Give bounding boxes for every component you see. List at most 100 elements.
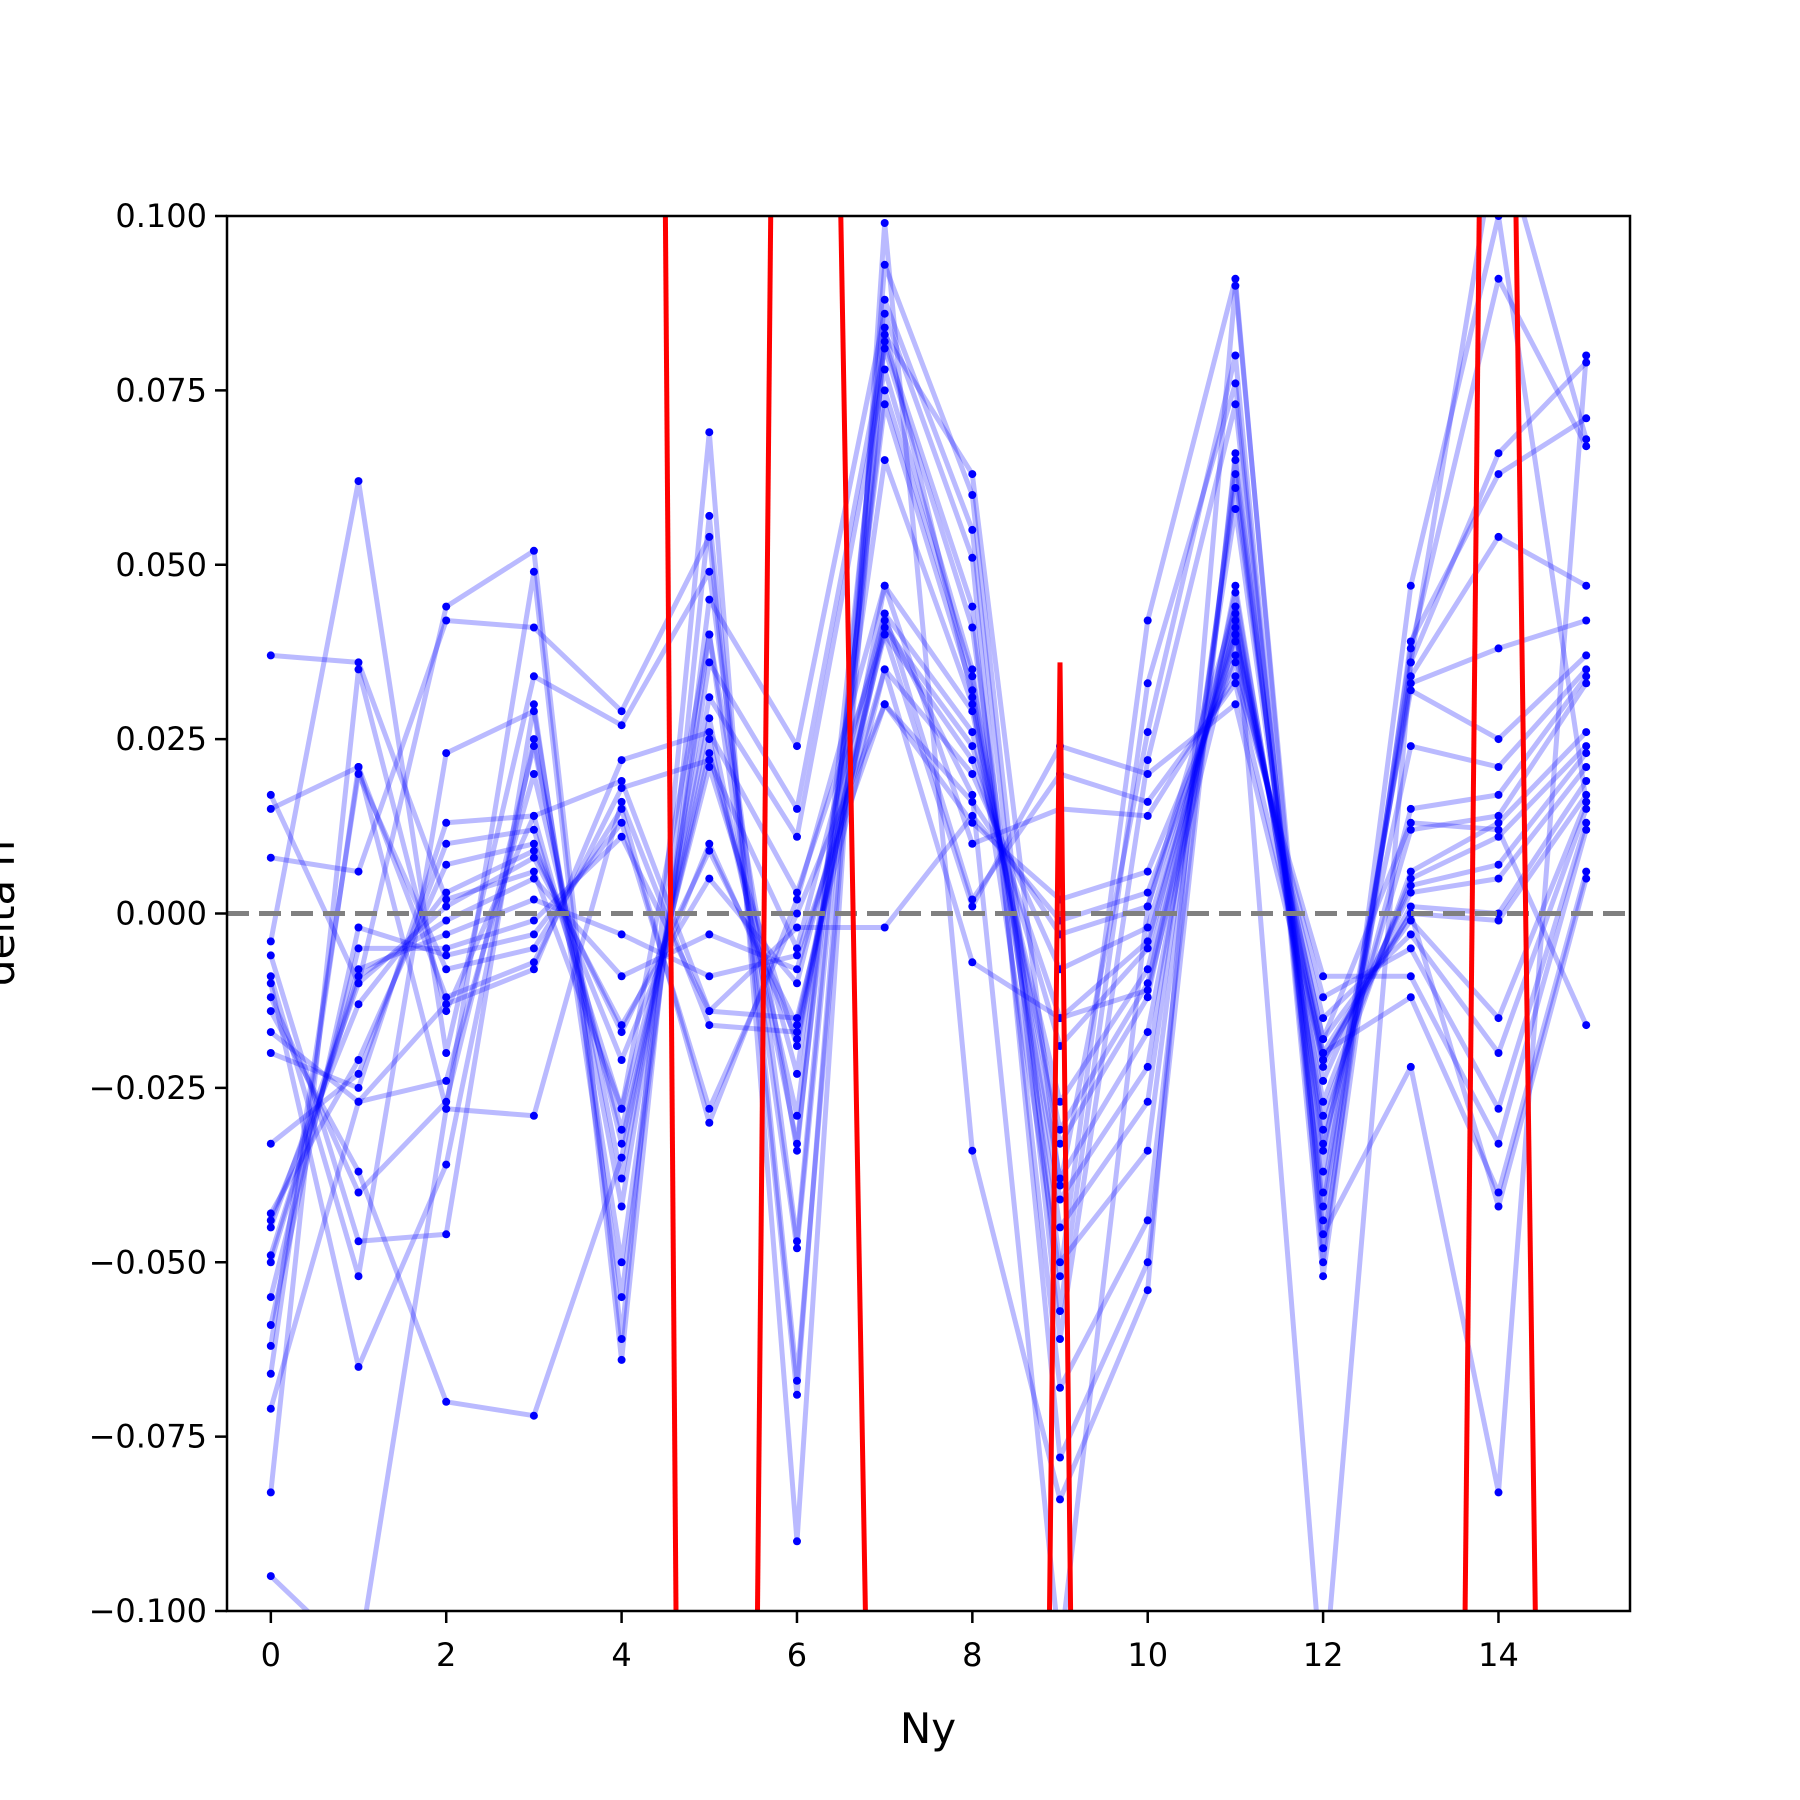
series-point-7-11 bbox=[1231, 470, 1240, 479]
series-point-19-8 bbox=[968, 818, 977, 827]
series-point-9-4 bbox=[617, 1153, 626, 1162]
series-point-22-4 bbox=[617, 756, 626, 765]
series-point-18-3 bbox=[529, 916, 538, 925]
series-point-3-11 bbox=[1231, 379, 1240, 388]
series-point-12-13 bbox=[1406, 874, 1415, 883]
series-point-11-7 bbox=[880, 456, 889, 465]
series-point-23-5 bbox=[705, 1007, 714, 1016]
series-point-15-11 bbox=[1231, 623, 1240, 632]
series-point-4-7 bbox=[880, 295, 889, 304]
series-point-1-15 bbox=[1582, 351, 1591, 360]
series-point-24-5 bbox=[705, 1021, 714, 1030]
series-point-20-11 bbox=[1231, 672, 1240, 681]
series-point-2-9 bbox=[1056, 1181, 1064, 1190]
x-tick-label-4: 4 bbox=[611, 1636, 631, 1674]
y-tick-label-3: −0.025 bbox=[89, 1069, 207, 1107]
series-line-9 bbox=[268, 387, 1589, 1419]
series-point-7-15 bbox=[1582, 651, 1591, 660]
series-point-5-3 bbox=[529, 700, 538, 709]
series-point-22-3 bbox=[529, 965, 538, 974]
series-point-19-4 bbox=[617, 818, 626, 827]
series-point-9-15 bbox=[1582, 672, 1591, 681]
series-point-5-15 bbox=[1582, 581, 1591, 590]
series-point-5-6 bbox=[793, 742, 801, 751]
series-point-10-14 bbox=[1494, 811, 1503, 820]
series-point-15-1 bbox=[354, 979, 363, 988]
series-point-21-14 bbox=[1494, 1188, 1503, 1197]
series-point-21-10 bbox=[1143, 797, 1152, 806]
highlight-line-5 bbox=[1513, 216, 1538, 1611]
series-point-20-10 bbox=[1143, 811, 1152, 820]
series-point-5-2 bbox=[442, 1230, 451, 1239]
series-point-21-13 bbox=[1406, 993, 1415, 1002]
series-point-9-7 bbox=[880, 386, 889, 395]
series-line-6 bbox=[268, 339, 1587, 1391]
series-point-12-12 bbox=[1319, 1097, 1328, 1106]
series-point-4-9 bbox=[1056, 1335, 1064, 1343]
series-point-18-10 bbox=[1143, 888, 1152, 897]
series-point-15-10 bbox=[1143, 937, 1152, 946]
y-axis-title: delta h bbox=[0, 840, 24, 986]
series-point-0-8 bbox=[968, 693, 977, 702]
series-point-20-6 bbox=[793, 895, 801, 904]
series-point-10-9 bbox=[1056, 1174, 1064, 1183]
series-point-2-0 bbox=[266, 804, 275, 813]
series-point-1-9 bbox=[1056, 1495, 1064, 1504]
series-point-4-8 bbox=[968, 525, 977, 534]
series-point-8-10 bbox=[1143, 1097, 1152, 1106]
series-point-3-13 bbox=[1406, 644, 1415, 653]
series-line-18 bbox=[268, 652, 1589, 1298]
series-point-3-5 bbox=[705, 532, 714, 541]
series-point-7-10 bbox=[1143, 1146, 1152, 1155]
series-point-8-1 bbox=[354, 1188, 363, 1197]
series-point-7-8 bbox=[968, 623, 977, 632]
series-point-19-10 bbox=[1143, 867, 1152, 876]
series-point-6-12 bbox=[1319, 1188, 1328, 1197]
series-point-0-0 bbox=[266, 651, 275, 660]
series-point-7-12 bbox=[1319, 1167, 1328, 1176]
series-point-13-5 bbox=[705, 839, 714, 848]
series-point-7-7 bbox=[880, 344, 889, 353]
series-point-22-8 bbox=[968, 902, 977, 911]
series-point-6-4 bbox=[617, 1258, 626, 1267]
series-point-11-13 bbox=[1406, 867, 1415, 876]
series-point-17-5 bbox=[705, 972, 714, 981]
series-point-2-14 bbox=[1494, 470, 1503, 479]
series-point-14-0 bbox=[266, 1216, 275, 1225]
series-point-23-15 bbox=[1582, 1021, 1591, 1030]
series-point-4-11 bbox=[1231, 400, 1240, 409]
series-point-13-14 bbox=[1494, 860, 1503, 869]
series-point-10-5 bbox=[705, 735, 714, 744]
series-point-12-3 bbox=[529, 825, 538, 834]
series-point-9-0 bbox=[266, 1007, 275, 1016]
series-point-20-7 bbox=[880, 581, 889, 590]
series-point-6-3 bbox=[529, 707, 538, 716]
series-point-10-8 bbox=[968, 686, 977, 695]
series-point-15-8 bbox=[968, 756, 977, 765]
series-point-11-8 bbox=[968, 700, 977, 709]
x-axis: 0 2 4 6 8 10 12 14 bbox=[261, 1611, 1519, 1674]
y-tick-label-4: 0.000 bbox=[115, 895, 207, 933]
series-point-1-8 bbox=[968, 1146, 977, 1155]
series-point-13-9 bbox=[1056, 1097, 1064, 1106]
series-point-21-4 bbox=[617, 784, 626, 792]
x-tick-label-14: 14 bbox=[1478, 1636, 1519, 1674]
series-point-15-5 bbox=[705, 874, 714, 883]
series-point-20-3 bbox=[529, 944, 538, 953]
series-point-12-14 bbox=[1494, 832, 1503, 841]
series-point-1-0 bbox=[266, 790, 275, 799]
x-tick-label-12: 12 bbox=[1303, 1636, 1344, 1674]
series-point-6-6 bbox=[793, 1244, 801, 1253]
series-point-0-3 bbox=[529, 867, 538, 876]
series-point-4-0 bbox=[266, 937, 275, 946]
series-point-4-10 bbox=[1143, 756, 1152, 765]
series-line-24 bbox=[269, 216, 1589, 1611]
series-point-1-6 bbox=[793, 1537, 801, 1546]
series-point-11-11 bbox=[1231, 588, 1240, 597]
series-point-15-0 bbox=[266, 1223, 275, 1232]
series-point-10-0 bbox=[266, 1028, 275, 1037]
series-point-18-13 bbox=[1406, 930, 1415, 939]
series-point-9-14 bbox=[1494, 790, 1503, 799]
series-point-15-2 bbox=[442, 902, 451, 911]
series-point-24-0 bbox=[266, 1572, 275, 1581]
